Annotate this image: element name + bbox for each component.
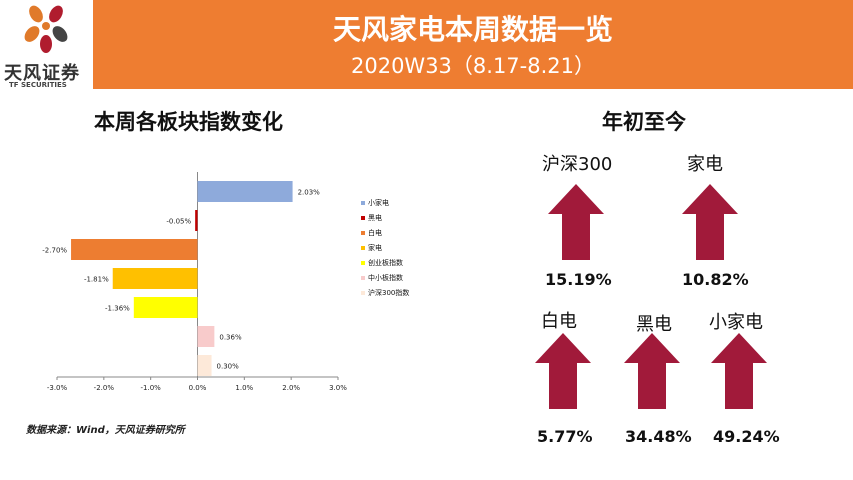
logo: 天风证券 TF SECURITIES — [0, 0, 93, 89]
page-title: 天风家电本周数据一览 — [332, 13, 613, 46]
ytd-value-hs300: 15.19% — [545, 270, 612, 289]
legend-label: 创业板指数 — [368, 258, 403, 267]
legend-label: 中小板指数 — [368, 273, 403, 282]
logo-en: TF SECURITIES — [9, 81, 67, 89]
chart-title: 本周各板块指数变化 — [94, 110, 283, 134]
ytd-label-black: 黑电 — [636, 314, 672, 335]
ytd-label-small: 小家电 — [709, 312, 763, 333]
legend-item: 黑电 — [361, 210, 409, 225]
legend-swatch — [361, 275, 365, 280]
bar-5 — [197, 326, 215, 347]
legend-swatch — [361, 230, 365, 235]
bar-3 — [112, 268, 198, 289]
bar-label: -2.70% — [42, 247, 67, 255]
bar-label: 0.36% — [219, 334, 242, 342]
header-banner — [93, 0, 853, 89]
logo-flower-icon — [24, 5, 68, 53]
source-note: 数据来源：Wind，天风证券研究所 — [26, 425, 185, 436]
ytd-value-small: 49.24% — [713, 427, 780, 446]
legend-item: 创业板指数 — [361, 255, 409, 270]
ytd-value-black: 34.48% — [625, 427, 692, 446]
bar-label: -0.05% — [166, 218, 191, 226]
legend-item: 沪深300指数 — [361, 285, 409, 300]
ytd-title: 年初至今 — [602, 110, 686, 134]
x-tick-label: -2.0% — [94, 384, 115, 392]
legend-swatch — [361, 260, 365, 265]
bar-6 — [197, 355, 212, 376]
x-tick-label: 2.0% — [282, 384, 300, 392]
bar-label: 2.03% — [298, 189, 321, 197]
legend-swatch — [361, 290, 365, 295]
legend-label: 白电 — [368, 228, 382, 237]
legend-label: 家电 — [368, 243, 382, 252]
ytd-label-white: 白电 — [541, 311, 577, 332]
legend-item: 家电 — [361, 240, 409, 255]
legend-swatch — [361, 245, 365, 250]
bar-chart: 2.03% -0.05% -2.70% -1.81% -1.36% 0.36% 0.30% -… — [42, 172, 347, 392]
chart-legend: 小家电黑电白电家电创业板指数中小板指数沪深300指数 — [361, 195, 409, 300]
legend-item: 中小板指数 — [361, 270, 409, 285]
legend-swatch — [361, 215, 365, 220]
logo-name: 天风证券 — [4, 63, 80, 84]
bar-label: 0.30% — [217, 363, 240, 371]
up-arrow-icon — [548, 184, 604, 260]
legend-item: 小家电 — [361, 195, 409, 210]
legend-label: 小家电 — [368, 198, 389, 207]
page-subtitle: 2020W33（8.17-8.21） — [350, 54, 596, 78]
legend-label: 沪深300指数 — [368, 288, 410, 297]
x-tick-label: -3.0% — [47, 384, 68, 392]
ytd-value-appliance: 10.82% — [682, 270, 749, 289]
up-arrow-icon — [624, 333, 680, 409]
bar-2 — [71, 239, 198, 260]
up-arrow-icon — [711, 333, 767, 409]
bar-0 — [197, 181, 293, 202]
up-arrow-icon — [682, 184, 738, 260]
ytd-label-hs300: 沪深300 — [542, 154, 613, 175]
up-arrow-icon — [535, 333, 591, 409]
bar-label: -1.81% — [84, 276, 109, 284]
bar-4 — [133, 297, 198, 318]
x-tick-label: 1.0% — [235, 384, 253, 392]
bar-1 — [195, 210, 198, 231]
legend-label: 黑电 — [368, 213, 382, 222]
ytd-value-white: 5.77% — [537, 427, 593, 446]
bar-label: -1.36% — [105, 305, 130, 313]
legend-swatch — [361, 200, 365, 205]
legend-item: 白电 — [361, 225, 409, 240]
ytd-label-appliance: 家电 — [687, 154, 723, 175]
x-tick-label: 3.0% — [329, 384, 347, 392]
x-tick-label: 0.0% — [189, 384, 207, 392]
x-tick-label: -1.0% — [141, 384, 162, 392]
